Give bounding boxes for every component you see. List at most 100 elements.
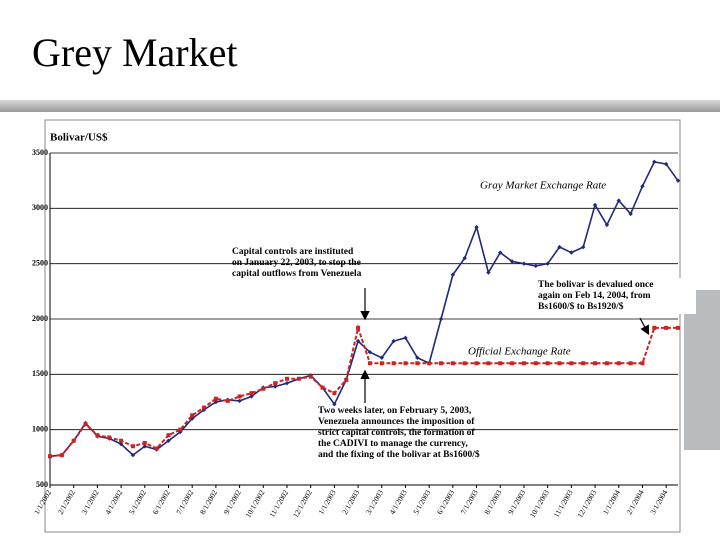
annotation-text: and the fixing of the bolivar at Bs1600/…	[318, 449, 480, 460]
point	[557, 244, 562, 250]
point	[509, 259, 515, 264]
point	[462, 361, 467, 366]
point	[439, 361, 444, 366]
point	[533, 361, 538, 366]
y-tick-label: 1500	[32, 369, 48, 378]
annotation-text: strict capital controls, the formation o…	[318, 428, 475, 438]
point	[355, 338, 361, 344]
point	[166, 438, 171, 443]
point	[367, 350, 373, 355]
point	[521, 361, 526, 366]
point	[202, 405, 207, 410]
point	[616, 361, 621, 366]
point	[166, 433, 171, 438]
point	[379, 355, 384, 360]
point	[403, 335, 408, 341]
point	[498, 250, 503, 255]
point	[545, 361, 550, 366]
annotation-text: the CADIVI to manage the currency,	[318, 439, 468, 449]
point	[190, 413, 195, 418]
annotation-text: Bs1600/$ to Bs1920/$	[538, 301, 624, 312]
point	[415, 361, 420, 366]
point	[249, 391, 254, 396]
point	[510, 361, 515, 366]
point	[225, 398, 230, 403]
annotation-bg	[316, 404, 526, 462]
point	[675, 178, 681, 183]
point	[533, 263, 539, 269]
point	[640, 361, 645, 366]
point	[118, 441, 124, 447]
point	[604, 222, 610, 228]
point	[486, 361, 491, 366]
point	[367, 361, 372, 366]
annotation-text: capital outflows from Venezuela	[232, 269, 362, 279]
point	[521, 261, 527, 266]
point	[640, 184, 645, 189]
chart-frame	[44, 119, 681, 533]
point	[237, 394, 242, 399]
point	[581, 244, 586, 250]
point	[498, 361, 503, 366]
point	[652, 325, 657, 330]
y-tick-label: 2000	[32, 314, 48, 323]
point	[83, 422, 88, 427]
point	[320, 385, 325, 390]
point	[178, 427, 183, 432]
arrow	[639, 317, 650, 336]
decor-image	[684, 290, 720, 450]
point	[59, 453, 64, 458]
annotation-bg	[536, 278, 696, 314]
point	[438, 316, 444, 322]
annotation-text: Capital controls are instituted	[232, 247, 354, 257]
point	[142, 444, 147, 449]
point	[261, 386, 266, 391]
point	[71, 438, 76, 443]
y-tick-label: 3000	[32, 203, 48, 212]
point	[391, 361, 396, 366]
point	[486, 270, 491, 275]
point	[403, 361, 408, 366]
point	[119, 438, 124, 443]
point	[569, 361, 574, 366]
point	[652, 159, 657, 165]
point	[284, 376, 289, 381]
point	[663, 161, 669, 167]
point	[545, 261, 550, 266]
annotation-text: The bolivar is devalued once	[538, 280, 653, 290]
annotation-text: Two weeks later, on February 5, 2003,	[318, 406, 472, 416]
point	[415, 355, 420, 360]
y-tick-label: 500	[36, 480, 48, 489]
point	[154, 446, 159, 451]
annotation-text: Venezuela announces the imposition of	[318, 417, 475, 427]
point	[474, 361, 479, 366]
point	[427, 361, 432, 366]
point	[569, 250, 574, 255]
title-bar	[0, 100, 720, 112]
point	[557, 361, 562, 366]
annotation-text: again on Feb 14, 2004, from	[538, 291, 651, 301]
point	[628, 361, 633, 366]
point	[48, 454, 52, 459]
point	[308, 374, 313, 379]
point	[296, 376, 301, 381]
point	[213, 396, 218, 401]
point	[604, 361, 609, 366]
point	[391, 338, 396, 344]
point	[676, 325, 680, 330]
y-tick-label: 1000	[32, 424, 48, 433]
point	[284, 380, 290, 386]
annotation-bg	[230, 245, 390, 281]
point	[592, 202, 598, 208]
point	[379, 361, 384, 366]
point	[474, 224, 479, 230]
y-tick-label: 2500	[32, 258, 48, 267]
point	[237, 398, 242, 404]
point	[332, 402, 337, 407]
point	[273, 381, 278, 386]
point	[356, 325, 361, 330]
point	[107, 435, 112, 440]
point	[142, 440, 147, 445]
